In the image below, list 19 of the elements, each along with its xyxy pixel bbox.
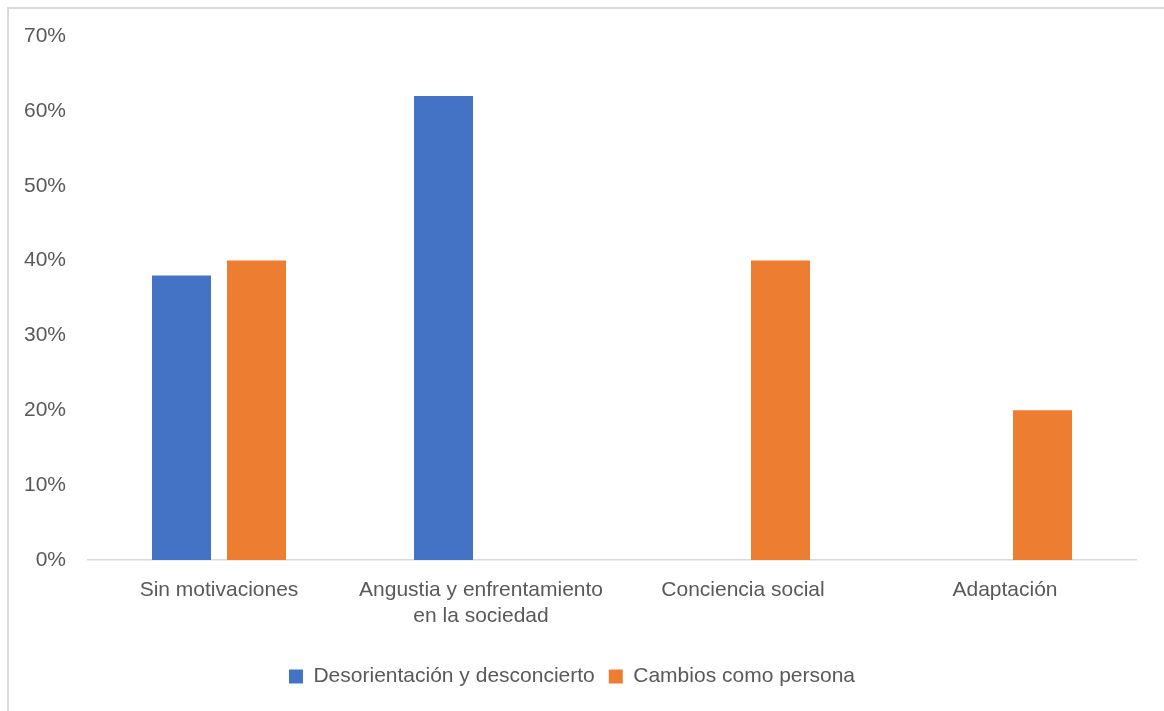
legend-label: Desorientación y desconcierto — [313, 663, 595, 687]
y-tick-label: 50% — [23, 172, 66, 196]
x-tick-label: Sin motivaciones — [139, 577, 299, 601]
y-tick-label: 10% — [23, 471, 66, 495]
legend-label: Cambios como persona — [633, 663, 856, 687]
y-tick-label: 70% — [23, 22, 66, 46]
bar — [750, 260, 811, 560]
x-tick-label: Adaptación — [952, 577, 1058, 601]
y-tick-label: 0% — [35, 546, 66, 570]
y-tick-label: 40% — [23, 247, 66, 271]
y-tick-label: 60% — [23, 97, 66, 121]
x-tick-label: Conciencia social — [661, 577, 825, 601]
x-tick-label: Angustia y enfrentamiento en la sociedad — [359, 577, 603, 626]
bar — [151, 275, 212, 560]
y-tick-label: 20% — [23, 397, 66, 421]
y-tick-label: 30% — [23, 322, 66, 346]
bar — [1012, 410, 1073, 560]
bar — [226, 260, 287, 560]
bar — [413, 95, 474, 560]
